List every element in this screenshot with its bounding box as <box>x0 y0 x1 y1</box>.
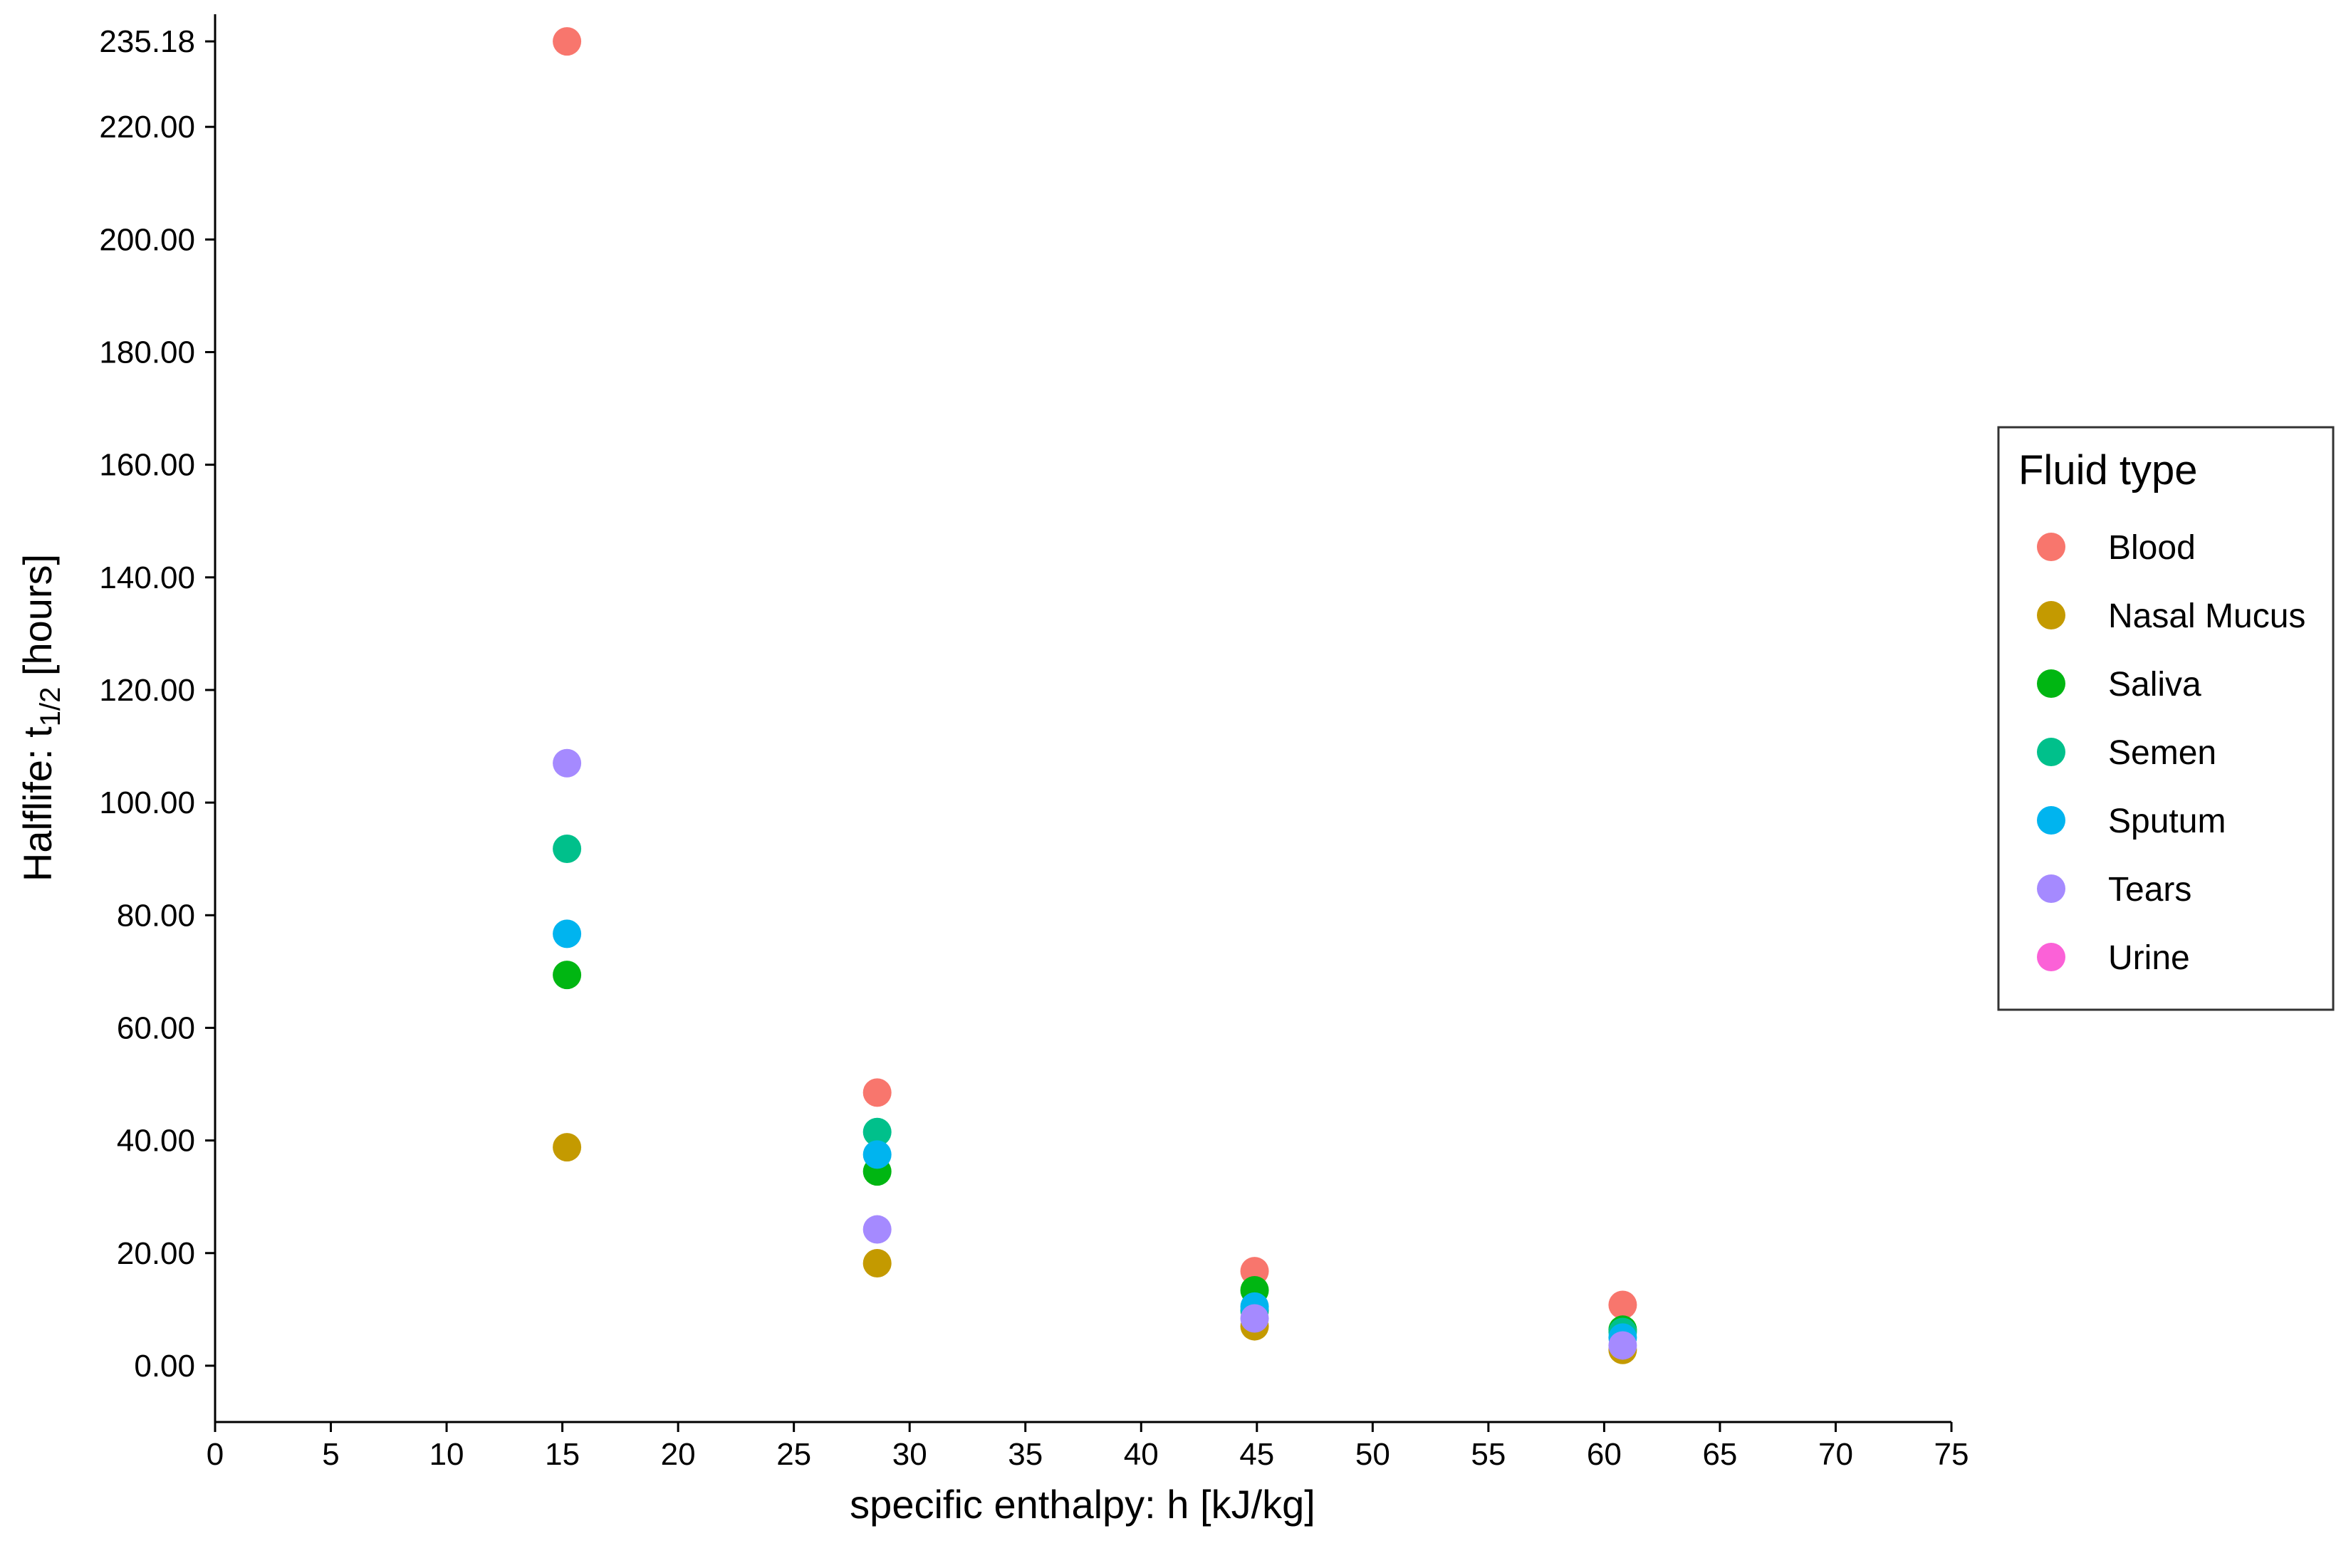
x-tick-label: 60 <box>1587 1437 1622 1472</box>
legend-item-nasal-mucus: Nasal Mucus <box>2037 597 2305 635</box>
y-tick-label: 80.00 <box>117 898 195 933</box>
y-tick-label: 0.00 <box>134 1349 195 1384</box>
data-point-blood <box>862 1078 892 1107</box>
x-axis-title: specific enthalpy: h [kJ/kg] <box>850 1482 1315 1527</box>
x-tick-label: 20 <box>661 1437 696 1472</box>
legend-label-nasal-mucus: Nasal Mucus <box>2108 597 2305 635</box>
data-point-semen <box>862 1117 892 1146</box>
legend-item-sputum: Sputum <box>2037 803 2226 840</box>
y-tick-label: 200.00 <box>99 222 195 257</box>
legend-label-tears: Tears <box>2108 871 2191 909</box>
y-tick-label: 160.00 <box>99 448 195 483</box>
axes-layer <box>214 14 1951 1423</box>
x-tick-label: 55 <box>1471 1437 1506 1472</box>
legend-item-saliva: Saliva <box>2037 666 2201 704</box>
y-tick-label: 120.00 <box>99 673 195 708</box>
legend: Fluid type Blood Nasal Mucus Saliva Semen Sp… <box>1997 426 2335 1011</box>
x-tick-label: 70 <box>1818 1437 1853 1472</box>
x-tick-label: 15 <box>545 1437 580 1472</box>
x-tick-label: 30 <box>892 1437 927 1472</box>
y-tick-label: 180.00 <box>99 335 195 370</box>
y-axis-title-unit: [hours] <box>15 554 60 687</box>
y-tick-label: 235.18 <box>99 24 195 59</box>
data-point-blood <box>553 27 582 56</box>
x-tick-label: 40 <box>1124 1437 1159 1472</box>
y-axis-title-main: Halflife: t <box>15 726 60 882</box>
y-tick-label: 220.00 <box>99 110 195 145</box>
x-tick-label: 5 <box>322 1437 339 1472</box>
legend-box <box>1997 426 2335 1011</box>
data-point-semen <box>553 834 582 863</box>
x-tick-label: 35 <box>1008 1437 1043 1472</box>
data-point-tears <box>862 1215 892 1244</box>
data-point-tears <box>1240 1304 1269 1333</box>
x-tick-label: 45 <box>1239 1437 1274 1472</box>
x-tick-label: 0 <box>207 1437 224 1472</box>
legend-item-blood: Blood <box>2037 529 2196 567</box>
y-tick-label: 60.00 <box>117 1010 195 1045</box>
legend-swatch-sputum <box>2037 806 2065 835</box>
legend-item-tears: Tears <box>2037 871 2191 909</box>
data-point-sputum <box>862 1140 892 1169</box>
x-tick-label: 65 <box>1702 1437 1737 1472</box>
points-layer <box>553 27 1637 1364</box>
legend-swatch-blood <box>2037 533 2065 561</box>
legend-item-semen: Semen <box>2037 734 2216 772</box>
legend-swatch-tears <box>2037 874 2065 903</box>
legend-swatch-saliva <box>2037 669 2065 698</box>
y-tick-label: 40.00 <box>117 1124 195 1159</box>
y-axis-title-subscript: 1/2 <box>35 687 66 727</box>
x-tick-label: 25 <box>776 1437 811 1472</box>
legend-items: Blood Nasal Mucus Saliva Semen Sputum Tears Ur… <box>2037 529 2305 977</box>
y-tick-label: 20.00 <box>117 1236 195 1271</box>
y-tick-label: 100.00 <box>99 785 195 820</box>
legend-label-saliva: Saliva <box>2108 666 2201 704</box>
data-point-sputum <box>553 919 582 948</box>
legend-label-sputum: Sputum <box>2108 803 2226 840</box>
legend-label-semen: Semen <box>2108 734 2216 772</box>
legend-swatch-urine <box>2037 943 2065 971</box>
legend-label-blood: Blood <box>2108 529 2196 567</box>
data-point-tears <box>1608 1331 1637 1360</box>
y-axis-title: Halflife: t1/2 [hours] <box>15 554 66 882</box>
data-point-tears <box>553 748 582 778</box>
legend-title: Fluid type <box>2018 447 2197 493</box>
legend-swatch-nasal-mucus <box>2037 601 2065 629</box>
data-point-nasal-mucus <box>862 1248 892 1277</box>
x-tick-label: 10 <box>429 1437 464 1472</box>
ticks-layer: 0 5 10 15 20 25 30 35 40 45 50 55 60 65 70 75 0.00 20.00 4… <box>99 24 1969 1472</box>
legend-label-urine: Urine <box>2108 939 2190 977</box>
data-point-nasal-mucus <box>553 1133 582 1162</box>
x-tick-label: 75 <box>1934 1437 1969 1472</box>
data-point-saliva <box>553 961 582 990</box>
data-point-blood <box>1608 1290 1637 1319</box>
legend-item-urine: Urine <box>2037 939 2190 977</box>
y-tick-label: 140.00 <box>99 560 195 595</box>
legend-swatch-semen <box>2037 738 2065 766</box>
x-tick-label: 50 <box>1355 1437 1390 1472</box>
